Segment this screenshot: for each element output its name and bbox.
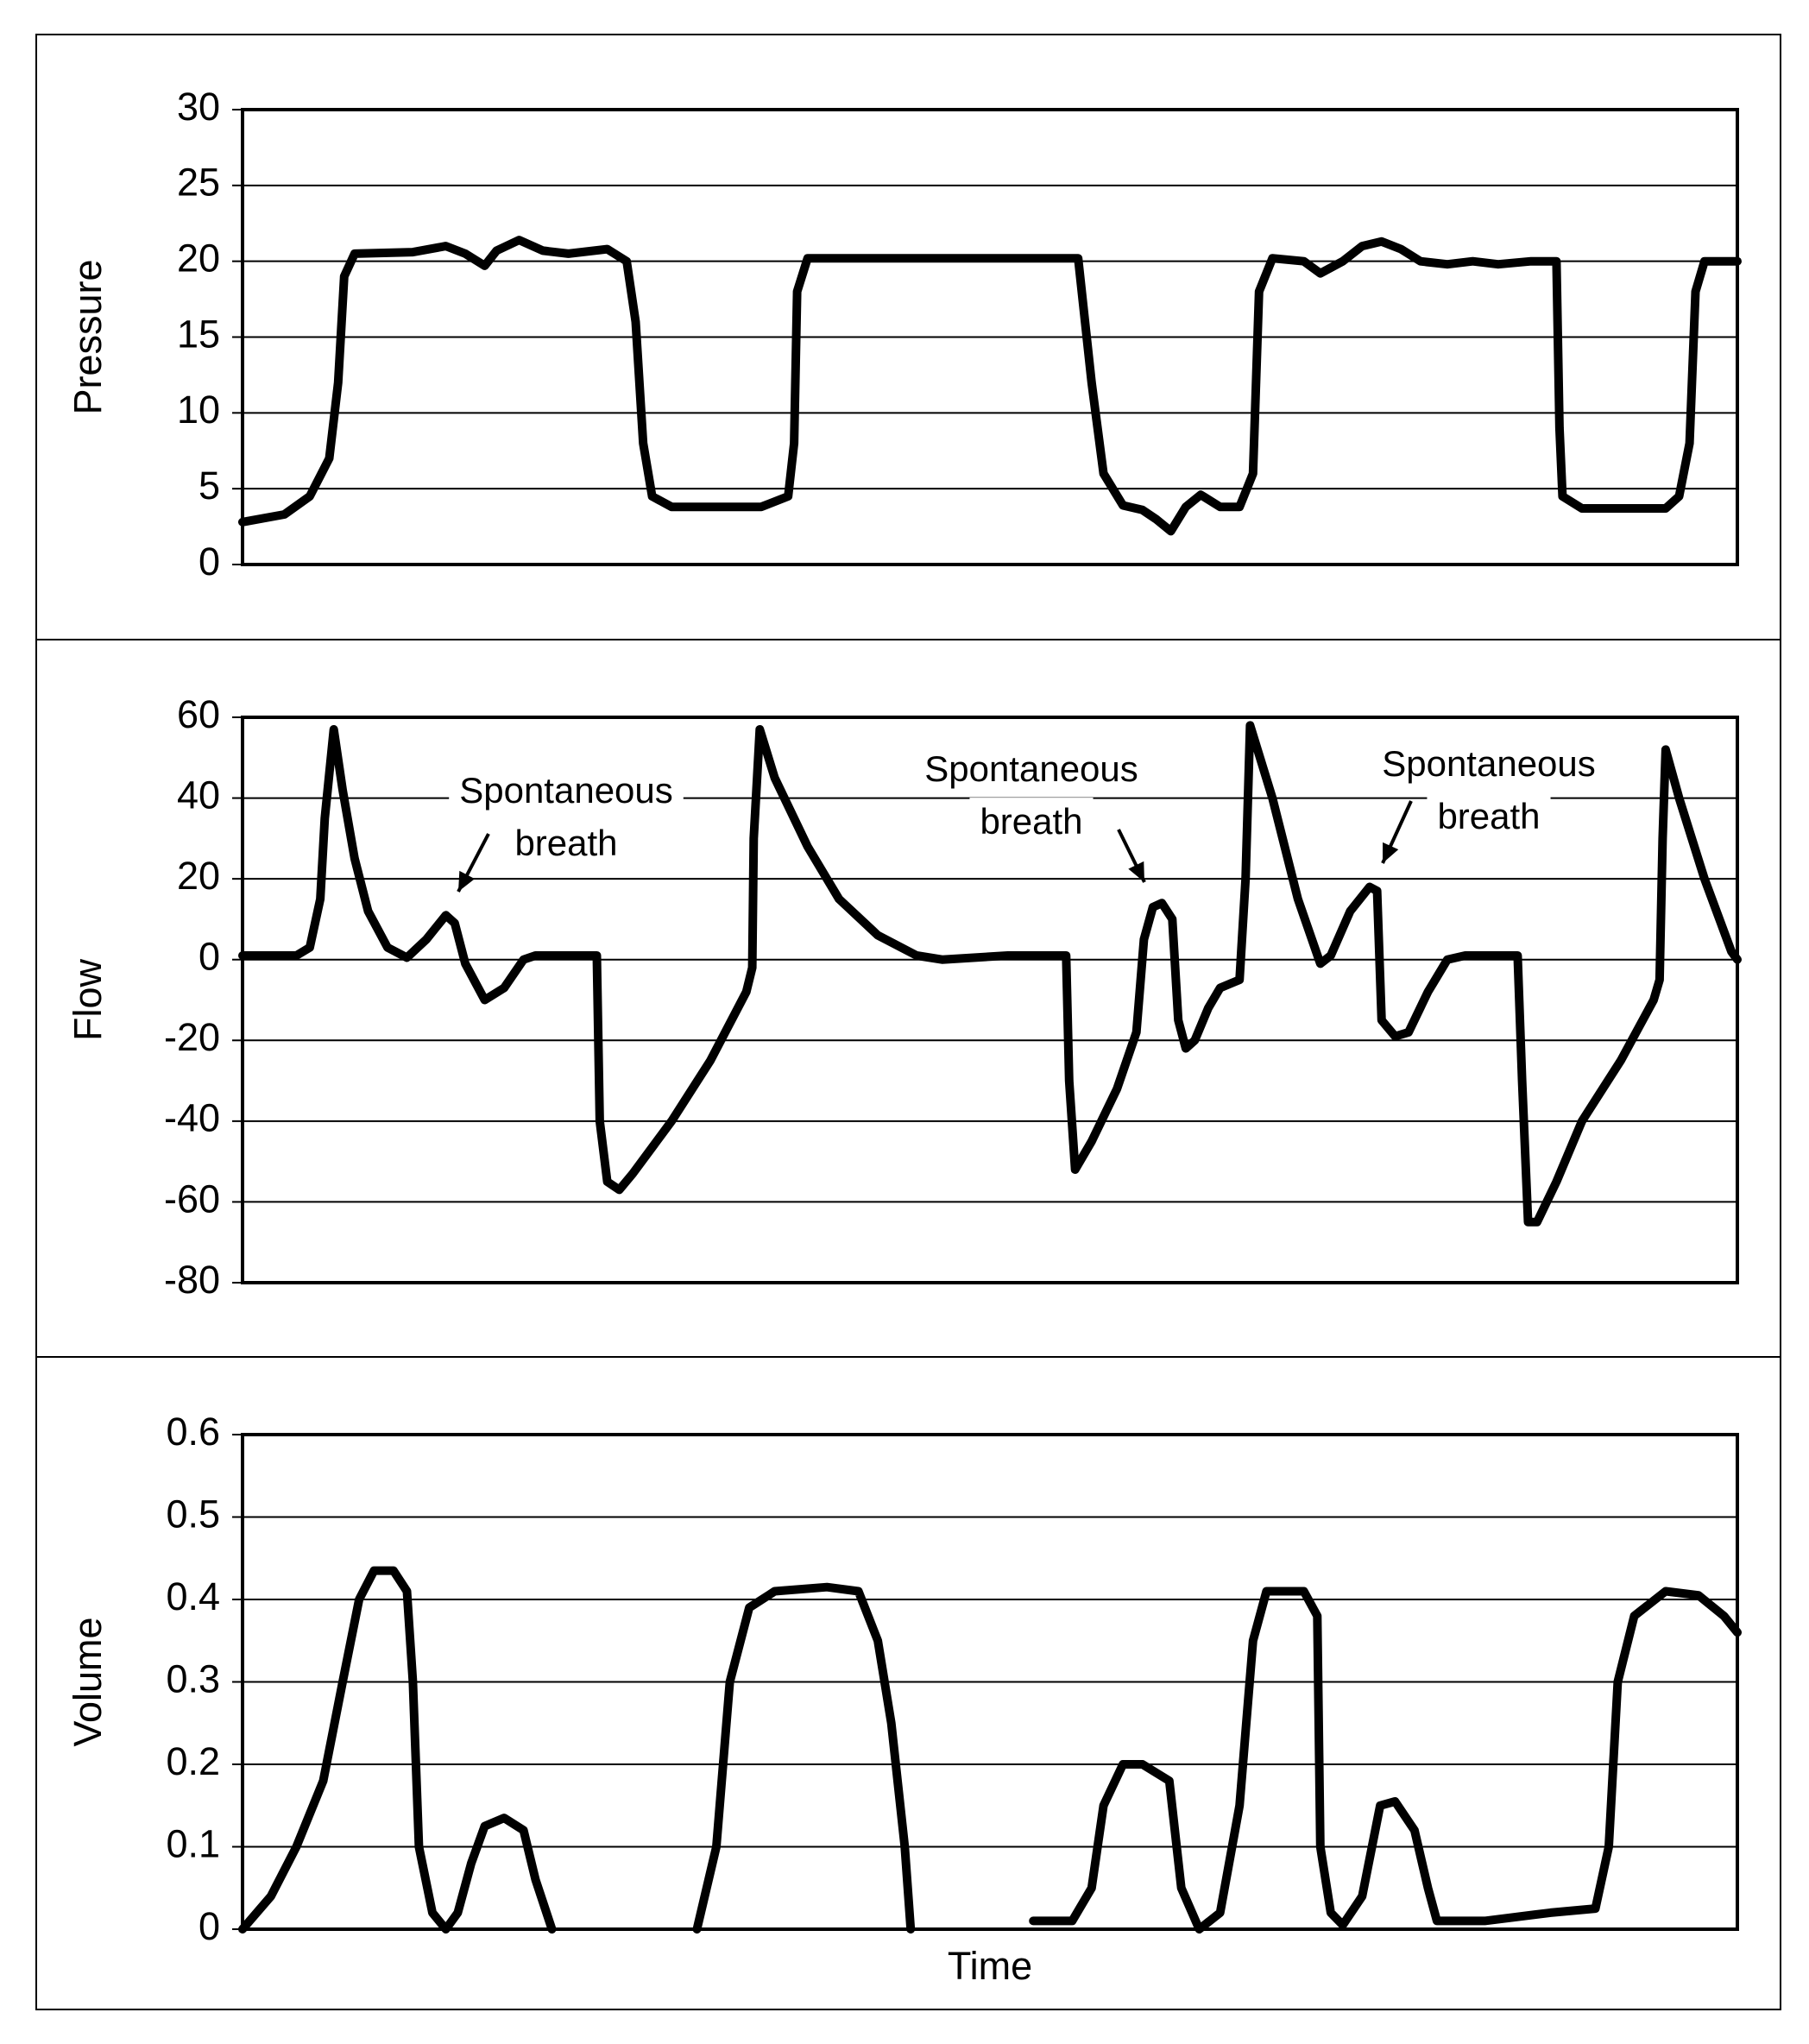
annotation-bg: [1427, 792, 1551, 841]
arrow-head: [1128, 861, 1144, 882]
x-axis-label: Time: [948, 1944, 1032, 1988]
annotation: Spontaneous: [459, 770, 673, 811]
y-tick-label: 0.5: [166, 1492, 220, 1536]
y-tick-label: 40: [177, 773, 220, 817]
annotation-bg: [914, 745, 1149, 793]
y-tick-label: 20: [177, 237, 220, 281]
y-axis-label: Pressure: [66, 259, 110, 414]
arrow-head: [458, 870, 476, 892]
y-tick-label: 0: [199, 935, 220, 979]
data-line: [238, 1566, 1742, 1934]
y-tick-label: -60: [164, 1177, 220, 1221]
annotation: breath: [1437, 796, 1540, 836]
annotation: Spontaneous: [924, 748, 1138, 789]
outer-frame: [35, 34, 1781, 2010]
plot-frame: [241, 716, 1739, 1284]
y-axis-label: Volume: [66, 1617, 110, 1746]
y-tick-label: 0.4: [166, 1574, 220, 1618]
y-tick-label: 0.2: [166, 1739, 220, 1783]
y-tick-label: 20: [177, 854, 220, 898]
annotation-bg: [449, 766, 684, 815]
data-line: [238, 236, 1742, 536]
annotation-bg: [504, 819, 628, 867]
plot-frame: [241, 1433, 1739, 1931]
y-tick-label: -40: [164, 1096, 220, 1140]
y-tick-label: 10: [177, 388, 220, 432]
annotation: breath: [514, 823, 617, 863]
y-axis-label: Flow: [66, 958, 110, 1041]
y-tick-label: 5: [199, 464, 220, 508]
y-tick-label: 30: [177, 85, 220, 129]
y-tick-label: 15: [177, 312, 220, 356]
y-tick-label: 60: [177, 692, 220, 736]
arrow-head: [1383, 842, 1399, 863]
y-tick-label: 0.6: [166, 1410, 220, 1454]
annotation-bg: [969, 798, 1094, 846]
y-tick-label: -20: [164, 1015, 220, 1059]
y-tick-label: 0.1: [166, 1821, 220, 1865]
annotation: breath: [980, 801, 1082, 842]
y-tick-label: 25: [177, 161, 220, 205]
y-tick-label: 0.3: [166, 1656, 220, 1700]
data-line: [238, 721, 1742, 1227]
annotation: Spontaneous: [1382, 743, 1596, 784]
y-tick-label: -80: [164, 1258, 220, 1302]
plot-frame: [241, 108, 1739, 566]
y-tick-label: 0: [199, 1904, 220, 1948]
annotation-bg: [1371, 740, 1606, 788]
y-tick-label: 0: [199, 539, 220, 584]
